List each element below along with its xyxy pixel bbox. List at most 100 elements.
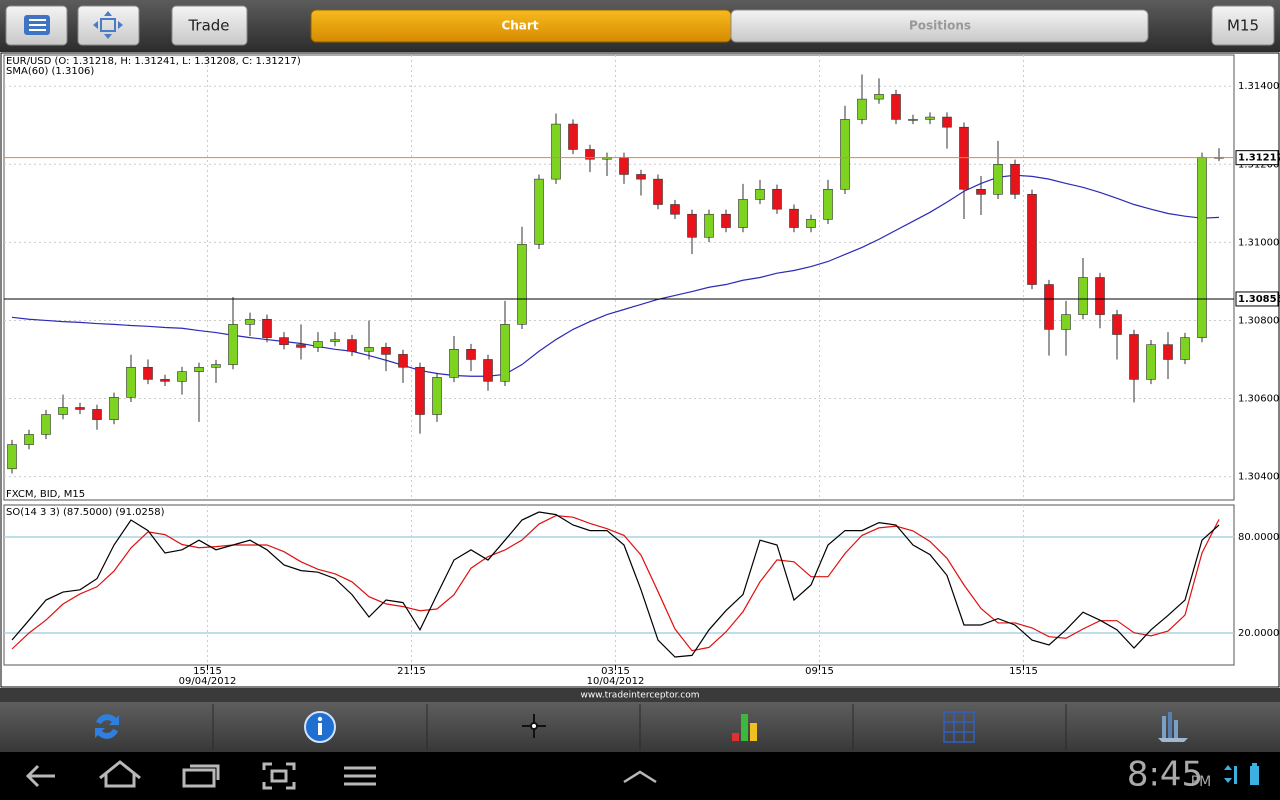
candle-body: [653, 178, 663, 205]
candle-body: [1197, 156, 1207, 338]
x-tick-label: 03:15: [601, 666, 630, 677]
candle-body: [262, 318, 272, 338]
menu-button[interactable]: [5, 5, 68, 46]
candle-body: [500, 324, 510, 382]
candle-body: [925, 116, 935, 120]
candle-body: [7, 444, 17, 470]
candle-body: [704, 213, 714, 238]
x-tick-label: 15:15: [193, 666, 222, 677]
y-tick-label: 1.30600: [1238, 394, 1279, 405]
candle-body: [942, 116, 952, 128]
y-tick-label: 1.30400: [1238, 472, 1279, 483]
candle-body: [398, 354, 408, 368]
candle-body: [245, 318, 255, 325]
candle-body: [449, 349, 459, 378]
candle-body: [296, 344, 306, 348]
candle-body: [806, 219, 816, 228]
candle-body: [551, 123, 561, 180]
crosshair-button[interactable]: [522, 714, 546, 738]
candle-body: [891, 94, 901, 120]
info-button[interactable]: [304, 711, 336, 743]
candle-body: [976, 188, 986, 195]
plots: 1.304001.306001.308001.310001.312001.314…: [4, 55, 1280, 687]
candle-body: [1044, 284, 1054, 330]
chart-tab[interactable]: Chart: [310, 9, 732, 43]
candle-body: [160, 379, 170, 382]
sma-label: SMA(60) (1.3106): [6, 66, 94, 77]
status-icons: [1224, 763, 1259, 785]
candle-body: [177, 371, 187, 382]
recent-apps-button[interactable]: [182, 764, 220, 788]
back-button[interactable]: [25, 764, 55, 788]
candle-body: [466, 349, 476, 360]
candle-body: [1146, 344, 1156, 380]
move-button[interactable]: [77, 5, 140, 46]
candle-body: [75, 407, 85, 410]
candle-body: [517, 244, 527, 325]
system-bar: [0, 752, 1280, 800]
candle-body: [993, 163, 1003, 195]
notifications-handle[interactable]: [623, 770, 657, 784]
candle-body: [1078, 277, 1088, 315]
candle-body: [1061, 314, 1071, 330]
chart-tab-label: Chart: [501, 19, 538, 33]
footer-strip: [0, 688, 1280, 702]
candle-body: [721, 213, 731, 228]
price-tag: [1235, 291, 1279, 307]
oscillator-title: SO(14 3 3) (87.5000) (91.0258): [6, 507, 165, 518]
trade-button[interactable]: Trade: [171, 5, 248, 46]
y-tick-label: 1.30800: [1238, 315, 1279, 326]
candle-body: [194, 366, 204, 372]
x-tick-label: 21:15: [397, 666, 426, 677]
candle-body: [92, 409, 102, 420]
candle-body: [1010, 163, 1020, 195]
y-tick-label: 20.0000: [1238, 628, 1279, 639]
candle-body: [857, 98, 867, 120]
candle-body: [126, 366, 136, 398]
price-tag-label: 1.30855: [1238, 294, 1280, 305]
candle-body: [347, 339, 357, 352]
x-tick-label: 15:15: [1009, 666, 1038, 677]
positions-tab[interactable]: Positions: [730, 9, 1149, 43]
chart-settings-button[interactable]: [1158, 712, 1188, 742]
timeframe-label: M15: [1227, 17, 1259, 35]
candle-body: [381, 347, 391, 355]
candle-body: [755, 188, 765, 200]
candle-body: [1129, 334, 1139, 380]
candle-body: [432, 377, 442, 415]
candle-body: [738, 199, 748, 228]
candle-body: [959, 126, 969, 190]
price-panel: [3, 54, 1235, 501]
refresh-button[interactable]: [95, 714, 119, 739]
candle-body: [1180, 337, 1190, 360]
price-tag: [1235, 150, 1279, 166]
oscillator-line: [11, 511, 1220, 658]
grid-button[interactable]: [943, 711, 975, 743]
oscillator-line: [11, 514, 1220, 652]
candle-body: [772, 188, 782, 210]
candle-body: [789, 208, 799, 228]
chart-frame: [0, 52, 1280, 688]
toolbar-dividers: [212, 704, 1067, 750]
price-title: EUR/USD (O: 1.31218, H: 1.31241, L: 1.31…: [6, 56, 301, 67]
menu-key[interactable]: [344, 766, 376, 786]
home-button[interactable]: [99, 760, 141, 788]
candle-body: [619, 156, 629, 175]
candle-body: [534, 178, 544, 245]
candle-body: [1163, 344, 1173, 360]
candle-body: [143, 366, 153, 380]
candle-body: [1095, 277, 1105, 315]
feed-label: FXCM, BID, M15: [6, 489, 85, 500]
screenshot-button[interactable]: [262, 762, 296, 790]
candle-body: [58, 407, 68, 415]
clock-ampm: PM: [1191, 774, 1212, 790]
clock: 8:45: [1127, 755, 1203, 795]
candle-body: [1027, 194, 1037, 285]
timeframe-button[interactable]: M15: [1211, 5, 1275, 46]
footer-url: www.tradeinterceptor.com: [580, 691, 699, 701]
candle-body: [1112, 314, 1122, 335]
indicators-button[interactable]: [732, 714, 757, 741]
trade-label: Trade: [187, 17, 229, 35]
candle-body: [840, 119, 850, 190]
